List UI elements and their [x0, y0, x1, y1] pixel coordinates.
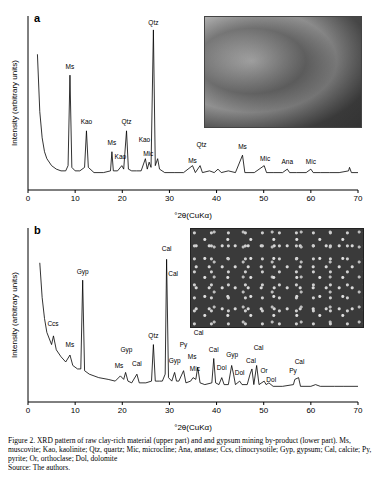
svg-text:Gyp: Gyp: [169, 357, 181, 365]
svg-text:Gyp: Gyp: [226, 351, 238, 359]
svg-text:Dol: Dol: [235, 369, 245, 376]
html-text:a: a: [34, 12, 41, 24]
svg-text:70: 70: [354, 406, 363, 415]
html-text:Figure 2. XRD pattern of raw c: Figure 2. XRD pattern of raw clay-rich m…: [8, 436, 372, 463]
svg-text:20: 20: [118, 194, 127, 203]
svg-text:Gyp: Gyp: [121, 346, 133, 354]
svg-text:Gyp: Gyp: [77, 268, 89, 276]
svg-text:70: 70: [354, 194, 363, 203]
svg-text:Ccs: Ccs: [47, 320, 59, 327]
svg-text:20: 20: [118, 406, 127, 415]
svg-text:60: 60: [306, 406, 315, 415]
svg-text:Cal: Cal: [209, 346, 219, 353]
svg-text:50: 50: [259, 194, 268, 203]
svg-text:°2θ(CuKα): °2θ(CuKα): [174, 211, 212, 220]
svg-text:10: 10: [71, 406, 80, 415]
svg-text:Ms: Ms: [115, 362, 124, 369]
html-text:Source: The authors.: Source: The authors.: [8, 463, 71, 472]
svg-text:Kao: Kao: [115, 153, 127, 160]
svg-text:Intensity (arbitrary units): Intensity (arbitrary units): [10, 272, 19, 358]
svg-text:Ms: Ms: [188, 157, 197, 164]
svg-text:Mic: Mic: [143, 150, 154, 157]
svg-text:Mic: Mic: [190, 365, 201, 372]
svg-text:0: 0: [26, 194, 31, 203]
svg-text:Ms: Ms: [66, 63, 75, 70]
svg-text:Ms: Ms: [108, 139, 117, 146]
svg-text:Cal: Cal: [132, 360, 142, 367]
svg-text:Cal: Cal: [295, 358, 305, 365]
svg-text:Kao: Kao: [139, 136, 151, 143]
svg-text:Ms: Ms: [188, 353, 197, 360]
svg-text:Qtz: Qtz: [148, 332, 158, 340]
svg-text:Py: Py: [180, 341, 188, 349]
svg-text:Cal: Cal: [162, 245, 172, 252]
svg-text:Qtz: Qtz: [148, 19, 158, 27]
svg-text:60: 60: [306, 194, 315, 203]
svg-text:40: 40: [212, 406, 221, 415]
svg-text:Py: Py: [289, 367, 297, 375]
svg-text:Dol: Dol: [266, 376, 276, 383]
svg-text:Cal: Cal: [194, 329, 204, 336]
svg-text:°2θ(CuKα): °2θ(CuKα): [174, 423, 212, 432]
svg-text:Qtz: Qtz: [196, 141, 206, 149]
svg-text:50: 50: [259, 406, 268, 415]
svg-text:0: 0: [26, 406, 31, 415]
svg-text:30: 30: [165, 194, 174, 203]
svg-text:Qtz: Qtz: [121, 118, 131, 126]
svg-text:Cal: Cal: [168, 270, 178, 277]
svg-text:Cal: Cal: [246, 357, 256, 364]
svg-text:Ms: Ms: [66, 341, 75, 348]
svg-text:Dol: Dol: [217, 364, 227, 371]
svg-text:Intensity (arbitrary units): Intensity (arbitrary units): [10, 60, 19, 146]
svg-text:30: 30: [165, 406, 174, 415]
html-text:b: b: [34, 224, 41, 236]
svg-text:Ms: Ms: [238, 143, 247, 150]
svg-text:Ana: Ana: [281, 158, 293, 165]
svg-text:Cal: Cal: [254, 344, 264, 351]
svg-text:Or: Or: [261, 367, 269, 374]
svg-text:10: 10: [71, 194, 80, 203]
svg-text:Mic: Mic: [306, 158, 317, 165]
svg-text:Mic: Mic: [260, 155, 271, 162]
svg-text:40: 40: [212, 194, 221, 203]
svg-text:Kao: Kao: [81, 118, 93, 125]
